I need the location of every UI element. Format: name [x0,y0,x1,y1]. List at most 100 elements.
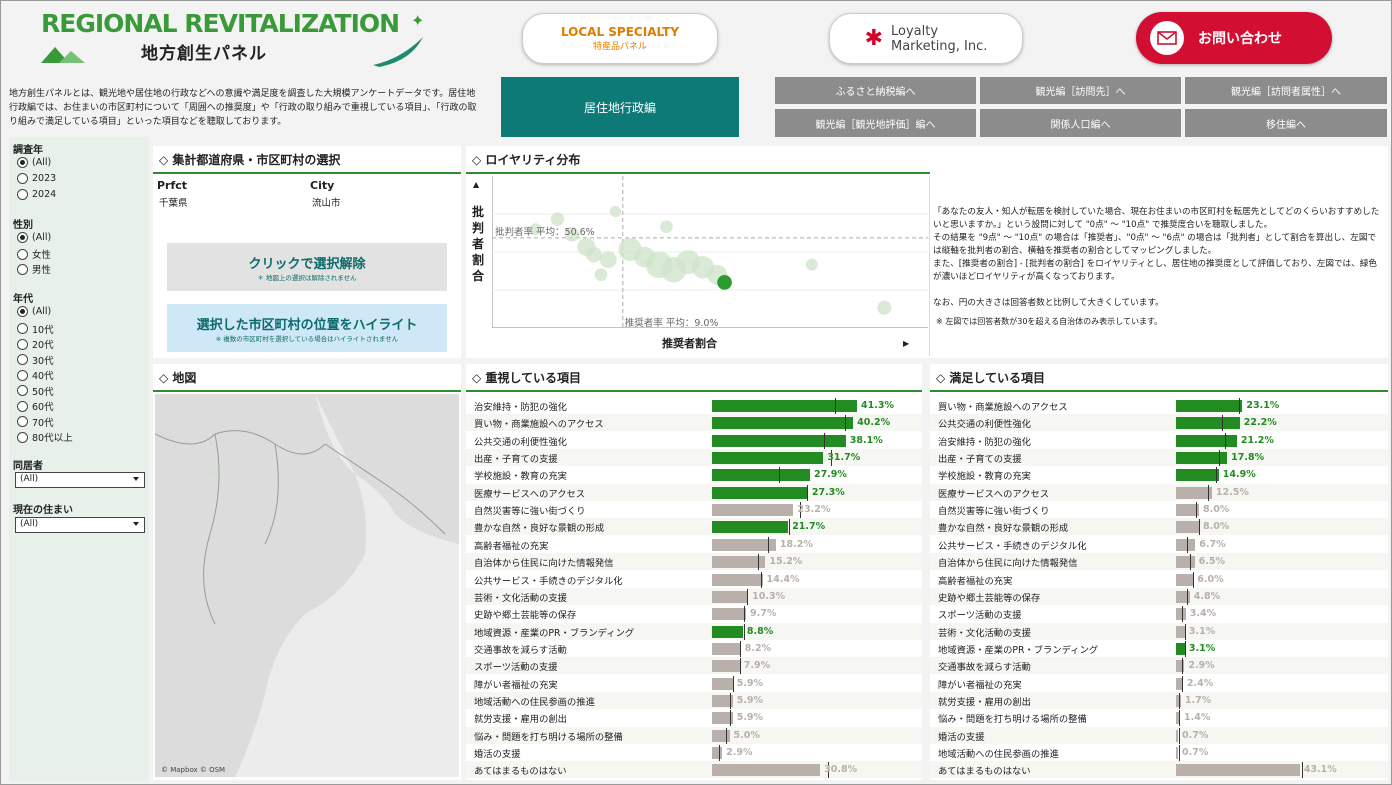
bar-category-label: 自然災害等に強い街づくり [474,506,586,518]
city-point[interactable] [550,212,565,226]
bar-row[interactable]: 公共サービス・手続きのデジタル化 6.7% [930,536,1388,553]
bar-row[interactable]: あてはまるものはない 43.1% [930,761,1388,779]
age-option-6[interactable]: 60代 [17,399,54,413]
age-option-5[interactable]: 50代 [17,384,54,398]
bar-row[interactable]: 自治体から住民に向けた情報発信 6.5% [930,553,1388,571]
year-option-all[interactable]: (All) [17,157,51,168]
bar-row[interactable]: 自然災害等に強い街づくり 23.2% [466,501,922,519]
city-point[interactable] [529,223,542,236]
map-canvas[interactable] [155,394,459,777]
bar-row[interactable]: 交通事故を減らす活動 8.2% [466,640,922,657]
bar-row[interactable]: 公共サービス・手続きのデジタル化 14.4% [466,571,922,588]
bar-row[interactable]: 医療サービスへのアクセス 12.5% [930,483,1388,501]
age-option-2[interactable]: 20代 [17,337,54,351]
bar-row[interactable]: 出産・子育ての支援 17.8% [930,449,1388,467]
bar-row[interactable]: 出産・子育ての支援 31.7% [466,449,922,467]
bar-row[interactable]: スポーツ活動の支援 3.4% [930,605,1388,623]
bar [1176,452,1228,465]
nav-kanko-houmonsha-button[interactable]: 観光編［訪問者属性］へ [1185,77,1387,104]
local-specialty-link[interactable]: LOCAL SPECIALTY 特産品パネル [522,13,718,64]
age-option-8[interactable]: 80代以上 [17,430,73,444]
bar-row[interactable]: 公共交通の利便性強化 22.2% [930,414,1388,432]
bar-row[interactable]: 史跡や郷土芸能等の保存 4.8% [930,587,1388,605]
loyalty-marketing-link[interactable]: ✱ Loyalty Marketing, Inc. [829,13,1023,64]
gender-option-male[interactable]: 男性 [17,262,51,276]
residence-select[interactable]: (All) [15,517,145,533]
bar [712,660,740,673]
cohabit-select[interactable]: (All) [15,472,145,488]
city-point[interactable] [599,251,617,269]
bar-row[interactable]: 交通事故を減らす活動 2.9% [930,657,1388,675]
bar-row[interactable]: 買い物・商業施設へのアクセス 40.2% [466,414,922,432]
bar-row[interactable]: 地域資源・産業のPR・ブランディング 8.8% [466,622,922,640]
bar-row[interactable]: 公共交通の利便性強化 38.1% [466,432,922,449]
loyalty-scatter-plot[interactable]: 批判者率 平均：50.6% 推奨者率 平均：9.0% [492,176,928,328]
bar-row[interactable]: 高齢者福祉の充実 18.2% [466,536,922,553]
bar-row[interactable]: 史跡や郷土芸能等の保存 9.7% [466,605,922,623]
bar-row[interactable]: 自然災害等に強い街づくり 8.0% [930,501,1388,519]
bar [1176,469,1219,482]
contact-button[interactable]: お問い合わせ [1136,12,1332,64]
bar-row[interactable]: 地域資源・産業のPR・ブランディング 3.1% [930,640,1388,657]
bar-row[interactable]: 就労支援・雇用の創出 1.7% [930,691,1388,709]
clear-selection-button[interactable]: クリックで選択解除 ＊ 地図上の選択は解除されません [167,243,447,291]
age-option-7[interactable]: 70代 [17,415,54,429]
nav-furusato-button[interactable]: ふるさと納税編へ [775,77,976,104]
nav-kankei-jinko-button[interactable]: 関係人口編へ [980,109,1181,137]
bar-row[interactable]: 婚活の支援 2.9% [466,744,922,761]
bar-row[interactable]: 自治体から住民に向けた情報発信 15.2% [466,553,922,571]
highlight-city-button[interactable]: 選択した市区町村の位置をハイライト ※ 複数の市区町村を選択している場合はハイラ… [167,304,447,352]
bar-row[interactable]: 障がい者福祉の充実 5.9% [466,675,922,692]
bar-value-label: 6.0% [1197,573,1224,585]
bar-row[interactable]: 高齢者福祉の充実 6.0% [930,571,1388,588]
selected-city-point[interactable] [717,275,732,290]
bar-row[interactable]: 地域活動への住民参画の推進 5.9% [466,691,922,709]
bar-row[interactable]: 婚活の支援 0.7% [930,726,1388,744]
bar-row[interactable]: 悩み・問題を打ち明ける場所の整備 1.4% [930,709,1388,727]
bar-value-label: 4.8% [1193,590,1221,602]
bar-row[interactable]: 芸術・文化活動の支援 3.1% [930,622,1388,640]
bar-row[interactable]: 地域活動への住民参画の推進 0.7% [930,744,1388,761]
year-option-2023[interactable]: 2023 [17,173,56,184]
bar-row[interactable]: スポーツ活動の支援 7.9% [466,657,922,675]
radio-icon [17,306,28,317]
gender-option-female[interactable]: 女性 [17,247,51,261]
city-point[interactable] [585,246,602,263]
bar-row[interactable]: 治安維持・防犯の強化 41.3% [466,397,922,414]
bar [1176,660,1185,673]
bar-row[interactable]: 学校施設・教育の充実 27.9% [466,466,922,484]
age-option-0[interactable]: (All) [17,306,51,317]
bar-row[interactable]: 医療サービスへのアクセス 27.3% [466,483,922,501]
age-option-3[interactable]: 30代 [17,353,54,367]
nav-kanko-hyoka-button[interactable]: 観光編［観光地評価］編へ [775,109,976,137]
age-option-4[interactable]: 40代 [17,368,54,382]
year-option-2024[interactable]: 2024 [17,189,56,200]
age-option-1[interactable]: 10代 [17,322,54,336]
bar-value-label: 0.7% [1182,747,1209,758]
city-point[interactable] [660,220,673,234]
nav-kanko-houmon-button[interactable]: 観光編［訪問先］へ [980,77,1181,104]
nav-iju-button[interactable]: 移住編へ [1185,109,1387,137]
city-point[interactable] [594,268,608,282]
bar-row[interactable]: 芸術・文化活動の支援 10.3% [466,587,922,605]
city-point[interactable] [609,205,622,218]
loyalty-divider [929,176,930,356]
bar-row[interactable]: 障がい者福祉の充実 2.4% [930,675,1388,692]
bar-row[interactable]: 豊かな自然・良好な景観の形成 21.7% [466,518,922,536]
bar-row[interactable]: 悩み・問題を打ち明ける場所の整備 5.0% [466,726,922,744]
bar-value-label: 1.7% [1184,694,1212,706]
bar-row[interactable]: 就労支援・雇用の創出 5.9% [466,709,922,727]
logo-title-jp: 地方創生パネル [141,44,267,64]
nav-active-tab[interactable]: 居住地行政編 [501,77,739,137]
bar-row[interactable]: 治安維持・防犯の強化 21.2% [930,432,1388,449]
city-point[interactable] [877,300,892,315]
bar-row[interactable]: 買い物・商業施設へのアクセス 23.1% [930,397,1388,414]
city-point[interactable] [564,226,580,242]
bar-value-label: 8.0% [1202,521,1230,533]
bar-row[interactable]: あてはまるものはない 30.8% [466,761,922,779]
bar-row[interactable]: 豊かな自然・良好な景観の形成 8.0% [930,518,1388,536]
bar-reference-line [1187,588,1189,605]
gender-option-all[interactable]: (All) [17,232,51,243]
bar-row[interactable]: 学校施設・教育の充実 14.9% [930,466,1388,484]
city-point[interactable] [805,258,818,271]
